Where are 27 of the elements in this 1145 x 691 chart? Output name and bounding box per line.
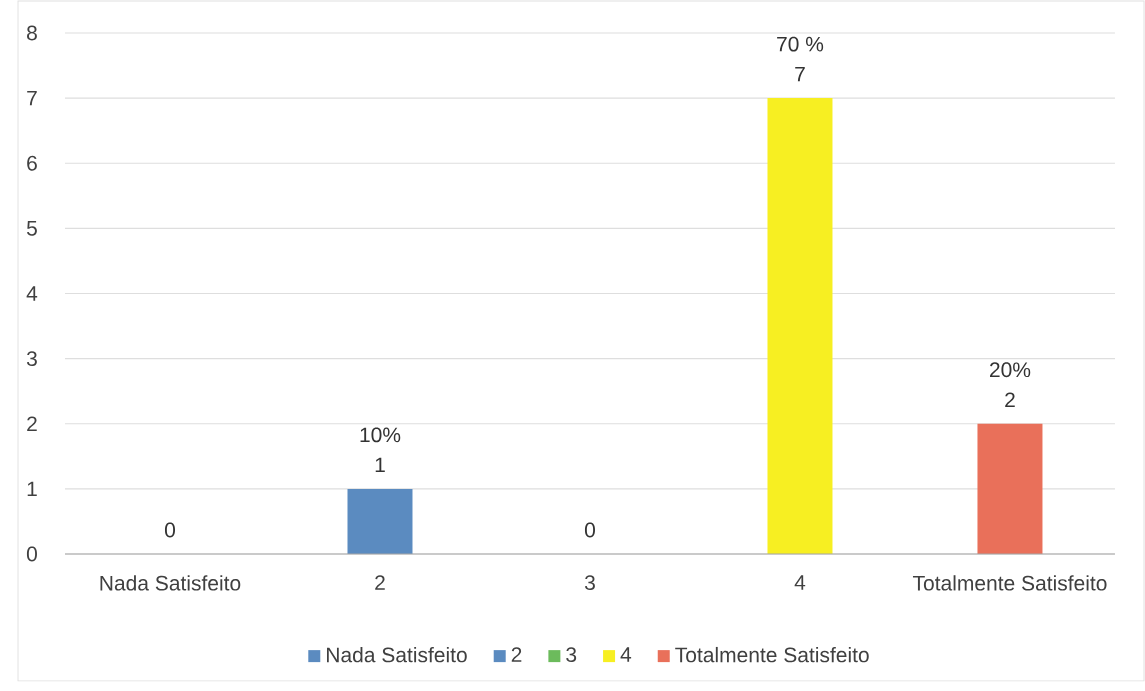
data-label: 7 [795,66,805,82]
legend-label: Nada Satisfeito [327,646,467,663]
data-label: 0 [584,522,595,538]
legend-label: 4 [620,647,632,662]
legend-label: 2 [511,647,522,662]
annotation: 20% [990,362,1031,378]
x-tick-label: 2 [375,575,385,590]
legend-label: 3 [566,647,577,663]
y-tick-label: 2 [27,416,37,432]
y-tick-label: 8 [27,25,37,41]
y-tick-label: 7 [27,90,37,106]
y-tick-label: 6 [27,155,37,171]
annotation: 10% [360,427,401,443]
y-tick-label: 3 [26,351,37,367]
x-tick-label: Nada Satisfeito [100,575,241,591]
y-tick-label: 5 [26,221,37,236]
data-label: 2 [1005,392,1015,408]
data-label: 1 [375,457,385,473]
annotation: 70 % [777,36,824,52]
y-tick-label: 0 [26,546,37,562]
x-tick-label: 4 [794,575,806,590]
data-label: 0 [164,522,176,538]
x-tick-label: Totalmente Satisfeito [912,575,1107,591]
y-tick-label: 4 [26,286,38,301]
y-tick-label: 1 [27,481,37,497]
x-tick-label: 3 [584,575,595,591]
legend-label: Totalmente Satisfeito [675,646,869,663]
